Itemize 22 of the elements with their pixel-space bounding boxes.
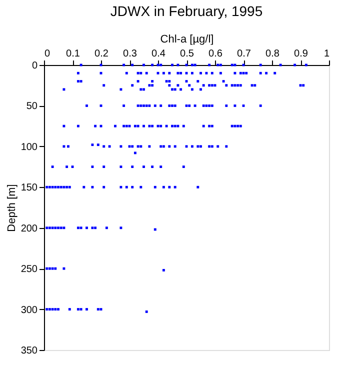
x-tick-label: 0 [44, 48, 50, 60]
x-tick-label: 0.6 [208, 48, 223, 60]
y-tick-label: 50 [26, 101, 38, 112]
y-tick-label: 300 [20, 304, 38, 316]
x-tick-label: 0.4 [152, 48, 166, 60]
x-tick-label: 0.2 [94, 48, 109, 60]
x-axis-title: Chl-a [µg/l] [160, 34, 214, 46]
y-tick-label: 350 [20, 346, 38, 356]
chart-title: JDWX in February, 1995 [110, 3, 263, 19]
x-tick-label: 0.3 [123, 48, 138, 60]
y-tick-label: 150 [20, 182, 38, 194]
y-tick-label: 200 [20, 223, 38, 234]
y-tick-label: 250 [20, 264, 38, 276]
y-tick-label: 0 [32, 60, 38, 72]
x-tick-label: 1 [324, 48, 330, 60]
y-axis-title: Depth [m] [6, 184, 18, 232]
x-tick-label: 0.9 [294, 48, 308, 60]
y-tick-label: 100 [20, 142, 38, 153]
x-tick-label: 0.7 [237, 48, 252, 60]
x-tick-label: 0.5 [180, 48, 194, 60]
x-tick-label: 0.8 [266, 48, 280, 60]
x-tick-label: 0.1 [66, 48, 80, 60]
